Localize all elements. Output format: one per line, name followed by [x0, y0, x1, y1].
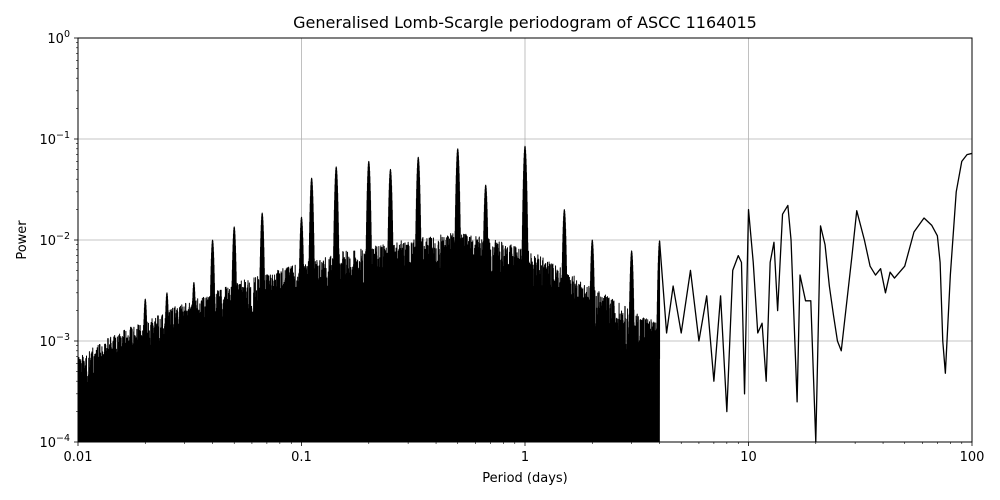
x-tick-label: 10 [740, 450, 757, 465]
x-tick-label: 100 [960, 450, 985, 465]
data-series [78, 145, 972, 442]
y-tick-label: 10−1 [39, 130, 70, 148]
y-tick-label: 100 [47, 29, 70, 47]
x-tick-label: 0.01 [64, 450, 93, 465]
y-tick-label: 10−4 [39, 433, 70, 451]
y-tick-label: 10−3 [39, 332, 70, 350]
y-axis-label: Power [15, 220, 30, 260]
power-trace-dense [78, 145, 661, 442]
axis-ticks: 0.01 0.1 1 10 100 10−4 10−3 10−2 10−1 100 [39, 29, 984, 465]
chart-title: Generalised Lomb-Scargle periodogram of … [293, 13, 757, 32]
x-tick-label: 0.1 [291, 450, 312, 465]
power-trace-long-period [658, 152, 972, 442]
y-tick-label: 10−2 [39, 231, 70, 249]
x-axis-label: Period (days) [482, 471, 568, 486]
x-tick-label: 1 [521, 450, 529, 465]
